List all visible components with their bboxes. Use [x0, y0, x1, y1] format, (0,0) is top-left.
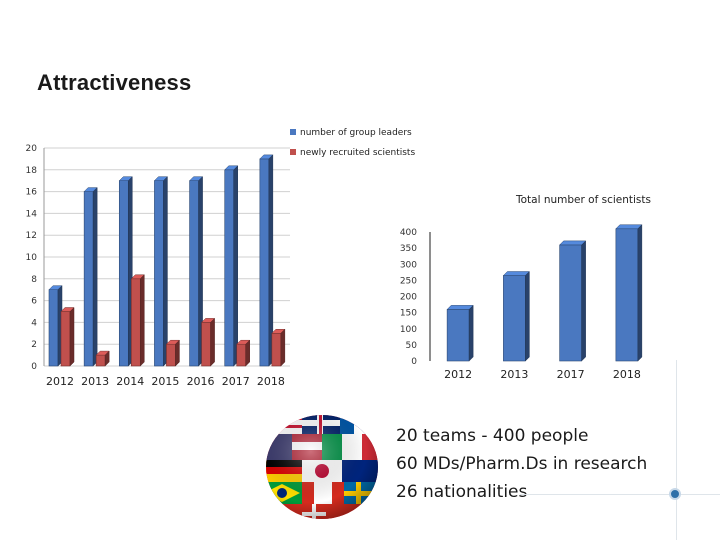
- newly-recruited-bar: [130, 274, 145, 367]
- total-scientists-bar: [615, 224, 643, 362]
- legend-swatch: [290, 149, 296, 155]
- y-tick-label: 100: [400, 325, 417, 335]
- world-flags-globe-icon: [262, 412, 384, 529]
- y-tick-label: 0: [411, 357, 417, 367]
- newly-recruited-bar: [95, 350, 110, 367]
- x-tick-label: 2015: [151, 375, 179, 388]
- y-tick-label: 6: [31, 297, 37, 307]
- newly-recruited-bar: [236, 339, 251, 367]
- slide-title: Attractiveness: [37, 70, 192, 95]
- fact-nationalities: 26 nationalities: [396, 482, 528, 502]
- y-tick-label: 2: [31, 340, 37, 350]
- y-tick-label: 350: [400, 244, 417, 254]
- x-tick-label: 2017: [222, 375, 250, 388]
- decorative-vertical-line: [676, 360, 677, 540]
- fact-mds: 60 MDs/Pharm.Ds in research: [396, 454, 648, 474]
- x-tick-label: 2018: [257, 375, 285, 388]
- group-leaders-bar: [188, 176, 204, 367]
- group-leaders-bar: [224, 165, 239, 367]
- y-tick-label: 150: [400, 309, 417, 319]
- y-tick-label: 4: [31, 318, 37, 328]
- decorative-horizontal-line: [520, 494, 720, 495]
- y-tick-label: 16: [26, 188, 38, 198]
- total-scientists-bar: [502, 270, 530, 362]
- y-tick-label: 300: [400, 260, 417, 270]
- y-tick-label: 20: [26, 144, 38, 154]
- fact-teams: 20 teams - 400 people: [396, 426, 589, 446]
- group-leaders-chart: 0 2 4 6 8 10 12 14 16 18 20 2012 2013 2014 2015 2016 201…: [26, 128, 416, 388]
- y-tick-label: 400: [400, 228, 417, 238]
- y-tick-label: 10: [26, 253, 38, 263]
- x-tick-label: 2013: [500, 368, 528, 381]
- legend-label: number of group leaders: [300, 128, 412, 138]
- facts-list: 20 teams - 400 people 60 MDs/Pharm.Ds in…: [396, 422, 647, 506]
- y-tick-label: 250: [400, 276, 417, 286]
- x-tick-label: 2013: [81, 375, 109, 388]
- y-tick-label: 18: [26, 166, 38, 176]
- y-tick-label: 14: [26, 209, 38, 219]
- y-tick-label: 0: [31, 362, 37, 372]
- legend-swatch: [290, 129, 296, 135]
- newly-recruited-bar: [165, 339, 181, 367]
- total-scientists-bar: [446, 304, 474, 362]
- y-tick-label: 200: [400, 293, 417, 303]
- x-tick-label: 2018: [613, 368, 641, 381]
- total-scientists-chart: Total number of scientists 0 50 100 150 200 25…: [400, 194, 651, 381]
- x-tick-label: 2012: [46, 375, 74, 388]
- newly-recruited-bar: [200, 317, 216, 367]
- chart-title: Total number of scientists: [515, 194, 651, 206]
- y-tick-label: 8: [31, 275, 37, 285]
- x-tick-label: 2016: [187, 375, 215, 388]
- x-tick-label: 2012: [444, 368, 472, 381]
- newly-recruited-bar: [60, 306, 75, 367]
- legend-label: newly recruited scientists: [300, 148, 415, 158]
- y-tick-label: 12: [26, 231, 37, 241]
- y-tick-label: 50: [406, 341, 418, 351]
- x-tick-label: 2014: [116, 375, 144, 388]
- newly-recruited-bar: [271, 328, 286, 367]
- decorative-dot: [669, 488, 681, 500]
- x-tick-label: 2017: [557, 368, 585, 381]
- total-scientists-bar: [559, 240, 587, 362]
